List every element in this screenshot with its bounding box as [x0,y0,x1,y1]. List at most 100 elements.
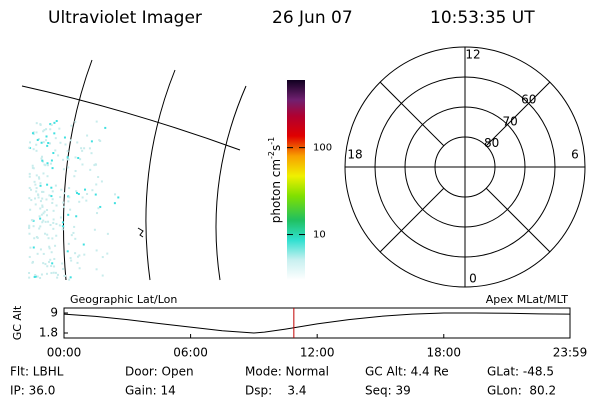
pixel [38,227,41,230]
status-field: Dsp: 3.4 [245,384,307,398]
pixel [35,190,38,193]
pixel [80,147,83,150]
pixel [33,275,36,278]
pixel [52,218,55,221]
pixel [48,247,51,250]
pixel [49,123,52,126]
coast [137,227,144,238]
pixel [68,196,71,199]
pixel [68,187,71,190]
pixel [32,219,35,222]
pixel [47,220,50,223]
pixel [117,196,120,199]
pixel [99,205,102,208]
pixel [73,225,76,228]
pixel [83,147,86,150]
pixel [28,232,31,235]
pixel [40,157,43,160]
pixel [53,121,56,124]
pixel [46,265,49,268]
pixel [89,168,92,171]
pixel [41,155,44,158]
pixel [29,246,32,249]
pixel [61,262,64,265]
pixel [42,190,45,193]
status-field: GC Alt: 4.4 Re [365,365,449,379]
pixel [39,182,42,185]
pixel [31,219,34,222]
pixel [104,126,107,129]
y-tick-label: 1.8 [39,326,58,340]
colorbar-tick-label: 100 [313,143,332,154]
pixel [53,265,56,268]
pixel [42,252,45,255]
pixel [44,220,47,223]
pixel [41,204,44,207]
pixel [59,196,62,199]
pixel [78,254,81,257]
pixel [52,152,55,155]
pixel [64,143,67,146]
lat-label: 80 [484,136,499,150]
y-tick-label: 9 [50,306,58,320]
pixel [28,255,31,258]
pixel [70,124,73,127]
pixel [62,168,65,171]
pixel [58,127,61,130]
pixel [93,228,96,231]
pixel [45,135,48,138]
pixel [36,138,39,141]
pixel [50,123,53,126]
pixel [88,147,91,150]
pixel [48,260,51,263]
pixel [70,234,73,237]
lon-line [215,85,247,281]
pixel [30,199,33,202]
pixel [46,164,49,167]
status-field: Mode: Normal [245,365,329,379]
pixel [42,212,45,215]
pixel [40,213,43,216]
pixel [62,267,65,270]
pixel [76,141,79,144]
pixel [66,250,69,253]
pixel [31,132,34,135]
pixel [101,274,104,277]
pixel [39,184,42,187]
pixel [28,226,31,229]
pixel [69,257,72,260]
y-axis-label: GC Alt [11,305,24,340]
pixel [49,223,52,226]
left-label: Geographic Lat/Lon [70,293,177,306]
pixel [101,256,104,259]
pixel [34,183,37,186]
pixel [46,214,49,217]
pixel [45,128,48,131]
lon-line [63,59,93,281]
status-field: Door: Open [125,365,194,379]
pixel [49,258,52,261]
pixel [75,190,78,193]
pixel [79,158,82,161]
pixel [28,197,31,200]
pixel [60,188,63,191]
pixel [52,221,55,224]
pixel [39,225,42,228]
polar-spoke [379,187,445,253]
pixel [45,272,48,275]
pixel [113,202,116,205]
plot-frame [63,307,571,339]
pixel [53,257,56,260]
title: Ultraviolet Imager [48,8,202,28]
pixel [57,154,60,157]
mlt-label: 0 [469,272,477,286]
pixel [41,221,44,224]
pixel [66,156,69,159]
status-field: Gain: 14 [125,384,176,398]
pixel [40,273,43,276]
pixel [69,208,72,211]
pixel [46,144,49,147]
pixel [50,272,53,275]
pixel [54,244,57,247]
pixel [39,276,42,279]
